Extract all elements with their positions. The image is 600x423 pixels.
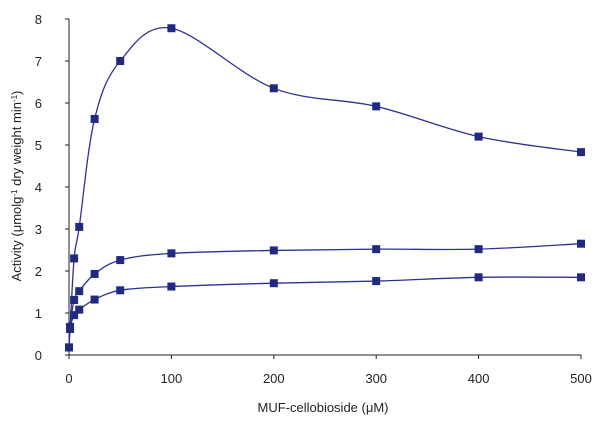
- y-tick-label: 8: [35, 12, 42, 27]
- series-3-point: [474, 273, 483, 282]
- series-1-point: [70, 254, 79, 263]
- y-tick-label: 2: [35, 264, 42, 279]
- series-2-point: [474, 245, 483, 254]
- series-1-point: [75, 222, 84, 231]
- series-2-line: [68, 243, 582, 348]
- series-3-point: [65, 343, 73, 352]
- y-tick-label: 3: [35, 222, 42, 237]
- series-1-point: [167, 24, 176, 33]
- series-1-point: [116, 57, 125, 65]
- series-3-point: [70, 311, 79, 320]
- series-1-point: [372, 102, 381, 111]
- series-1-point: [269, 84, 278, 93]
- series-markers: [65, 24, 585, 352]
- series-3-point: [269, 279, 278, 288]
- y-tick-label: 6: [35, 96, 42, 111]
- x-tick-label: 0: [65, 371, 72, 386]
- series-3-point: [66, 324, 75, 333]
- y-axis-title-sup-1: -1: [10, 189, 19, 197]
- y-tick-label: 1: [35, 306, 42, 321]
- x-axis-title: MUF-cellobioside (μM): [257, 400, 388, 415]
- y-tick-label: 5: [35, 138, 42, 153]
- y-axis-title-sup-2: -1: [10, 94, 19, 102]
- y-tick-label: 4: [35, 180, 42, 195]
- series-3-point: [116, 286, 125, 295]
- series-1-line: [68, 27, 582, 348]
- series-1-point: [577, 148, 585, 157]
- series-2-point: [269, 246, 278, 255]
- y-tick-label: 7: [35, 54, 42, 69]
- series-2-point: [167, 249, 176, 258]
- series-2-point: [372, 245, 381, 254]
- x-tick-label: 400: [468, 371, 490, 386]
- series-3-point: [167, 282, 176, 291]
- x-tick-label: 300: [365, 371, 387, 386]
- series-3-point: [75, 305, 84, 314]
- series-2-point: [70, 295, 79, 304]
- series-2-point: [90, 269, 99, 278]
- y-axis-title-main: Activity (μmolg: [9, 197, 24, 282]
- axes: [68, 19, 581, 356]
- x-tick-label: 200: [263, 371, 285, 386]
- x-tick-label: 500: [570, 371, 592, 386]
- series-2-point: [116, 256, 125, 265]
- ticks: 0 1 2 3 4 5 6 7 8 0 100 200 300 400 500: [35, 12, 592, 386]
- series-3-point: [577, 273, 585, 282]
- y-axis-title-end: ): [9, 91, 24, 95]
- x-tick-label: 100: [161, 371, 183, 386]
- series-1-point: [474, 132, 483, 141]
- series-3-point: [90, 295, 99, 304]
- series-2-point: [75, 287, 84, 296]
- series-2-point: [577, 239, 585, 248]
- series-3-line: [68, 276, 582, 348]
- y-axis-title: Activity (μmolg-1 dry weight min-1): [9, 91, 24, 282]
- series-lines: [68, 27, 582, 348]
- series-1-point: [90, 114, 99, 123]
- y-tick-label: 0: [35, 348, 42, 363]
- y-axis-title-mid: dry weight min: [9, 102, 24, 189]
- series-3-point: [372, 277, 381, 286]
